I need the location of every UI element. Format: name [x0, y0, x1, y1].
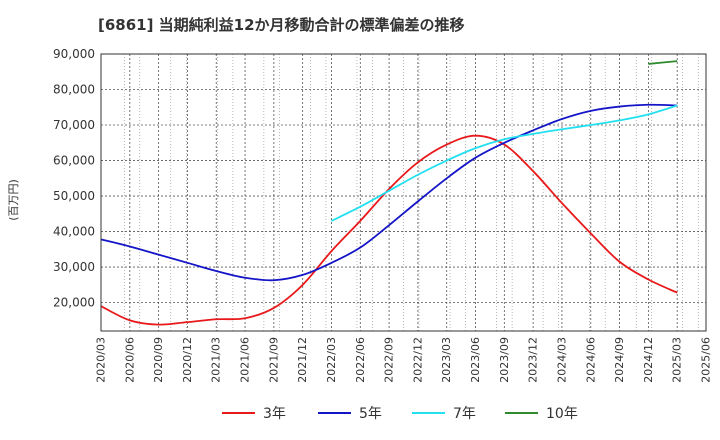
series-layer: [100, 60, 678, 326]
x-tick-label: 2025/06: [700, 337, 713, 383]
x-tick-label: 2023/09: [498, 337, 511, 383]
x-tick-label: 2021/09: [267, 337, 280, 383]
legend-label-3: 7年: [453, 406, 476, 422]
x-tick-label: 2021/03: [210, 337, 223, 383]
x-tick-label: 2023/06: [469, 337, 482, 383]
y-tick-label: 40,000: [53, 225, 95, 239]
legend-label-2: 5年: [359, 406, 382, 422]
legend: 3年 5年 7年 10年: [222, 406, 578, 422]
x-tick-label: 2020/03: [95, 337, 108, 383]
legend-label-4: 10年: [546, 406, 578, 422]
y-tick-label: 60,000: [53, 154, 95, 168]
x-tick-label: 2020/12: [181, 337, 194, 383]
y-tick-label: 30,000: [53, 260, 95, 274]
y-axis-label: (百万円): [7, 179, 20, 221]
x-tick-label: 2024/12: [642, 337, 655, 383]
x-tick-label: 2022/06: [354, 337, 367, 383]
x-tick-label: 2024/09: [613, 337, 626, 383]
y-tick-label: 20,000: [53, 296, 95, 310]
x-tick-label: 2023/12: [527, 337, 540, 383]
plot-frame: [100, 53, 707, 332]
x-tick-label: 2023/03: [440, 337, 453, 383]
y-tick-label: 90,000: [53, 47, 95, 61]
x-tick-label: 2024/06: [584, 337, 597, 383]
x-tick-label: 2022/12: [411, 337, 424, 383]
x-tick-label: 2022/09: [383, 337, 396, 383]
x-tick-label: 2020/06: [123, 337, 136, 383]
series-line-1: [100, 134, 678, 326]
x-tick-label: 2020/09: [152, 337, 165, 383]
y-tick-label: 80,000: [53, 83, 95, 97]
y-axis-ticks: 20,000 30,000 40,000 50,000 60,000 70,000 80,0…: [53, 47, 95, 310]
x-tick-label: 2021/06: [239, 337, 252, 383]
y-tick-label: 50,000: [53, 189, 95, 203]
x-tick-label: 2025/03: [671, 337, 684, 383]
y-tick-label: 70,000: [53, 118, 95, 132]
chart-title: [6861] 当期純利益12か月移動合計の標準偏差の推移: [98, 16, 465, 34]
series-line-4: [648, 60, 678, 65]
legend-label-1: 3年: [263, 406, 286, 422]
x-tick-label: 2024/03: [555, 337, 568, 383]
x-axis-ticks: 2020/03 2020/06 2020/09 2020/12 2021/03 2021/…: [95, 337, 713, 383]
series-line-3: [331, 104, 678, 222]
x-tick-label: 2022/03: [325, 337, 338, 383]
x-tick-label: 2021/12: [296, 337, 309, 383]
series-line-2: [100, 103, 678, 282]
